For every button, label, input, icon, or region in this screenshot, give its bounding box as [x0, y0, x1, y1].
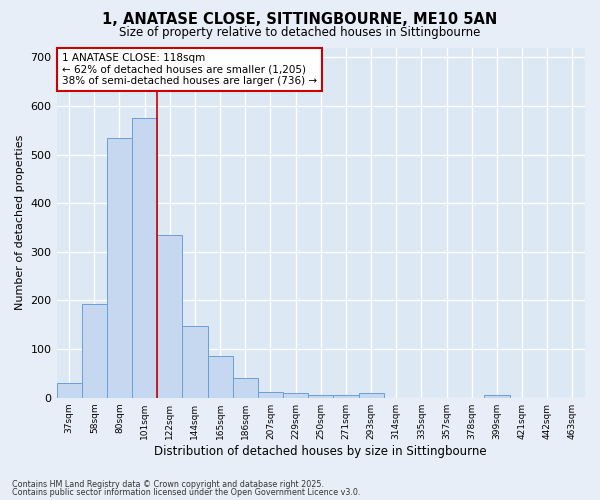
X-axis label: Distribution of detached houses by size in Sittingbourne: Distribution of detached houses by size … — [154, 444, 487, 458]
Bar — [308, 396, 334, 398]
Bar — [107, 138, 132, 398]
Text: 1, ANATASE CLOSE, SITTINGBOURNE, ME10 5AN: 1, ANATASE CLOSE, SITTINGBOURNE, ME10 5A… — [103, 12, 497, 28]
Text: Contains HM Land Registry data © Crown copyright and database right 2025.: Contains HM Land Registry data © Crown c… — [12, 480, 324, 489]
Bar — [484, 396, 509, 398]
Bar — [258, 392, 283, 398]
Bar — [56, 383, 82, 398]
Bar — [132, 118, 157, 398]
Y-axis label: Number of detached properties: Number of detached properties — [15, 135, 25, 310]
Text: 1 ANATASE CLOSE: 118sqm
← 62% of detached houses are smaller (1,205)
38% of semi: 1 ANATASE CLOSE: 118sqm ← 62% of detache… — [62, 53, 317, 86]
Bar — [283, 393, 308, 398]
Bar — [157, 236, 182, 398]
Bar — [334, 396, 359, 398]
Bar — [359, 393, 383, 398]
Bar — [182, 326, 208, 398]
Bar — [82, 304, 107, 398]
Bar — [208, 356, 233, 398]
Bar — [233, 378, 258, 398]
Text: Contains public sector information licensed under the Open Government Licence v3: Contains public sector information licen… — [12, 488, 361, 497]
Text: Size of property relative to detached houses in Sittingbourne: Size of property relative to detached ho… — [119, 26, 481, 39]
